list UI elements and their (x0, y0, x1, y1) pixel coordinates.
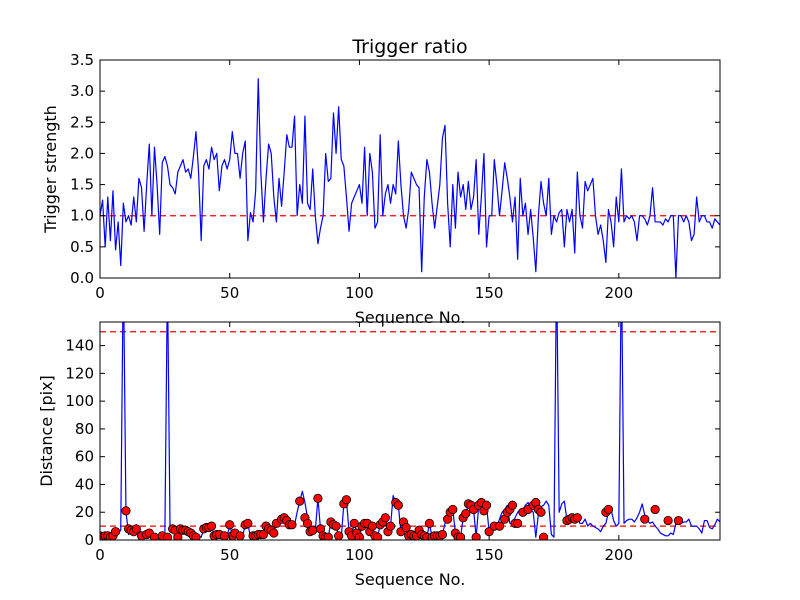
data-point (538, 532, 549, 540)
y-tick-label: 0 (84, 531, 94, 549)
data-point (367, 521, 377, 531)
data-point (349, 518, 359, 528)
y-axis-label: Trigger strength (41, 105, 60, 234)
data-point (235, 531, 245, 540)
data-point (308, 525, 318, 535)
y-tick-label: 20 (75, 503, 94, 521)
x-tick-label: 0 (95, 546, 105, 564)
data-point (663, 515, 673, 526)
data-point (401, 522, 411, 533)
y-tick-label: 3.5 (70, 51, 94, 69)
axes-frame-top (99, 59, 721, 279)
y-tick-label: 60 (75, 448, 94, 466)
data-point (437, 529, 448, 540)
data-point (258, 529, 269, 540)
data-point (513, 518, 523, 528)
data-point (650, 504, 660, 515)
x-tick-label: 50 (220, 546, 239, 564)
plot-area-top (100, 78, 720, 278)
x-tick-label: 150 (475, 284, 504, 302)
data-point (302, 518, 313, 528)
data-point (121, 506, 131, 516)
data-point (448, 504, 458, 515)
y-tick-label: 40 (75, 475, 94, 493)
data-point (295, 496, 305, 506)
x-axis-label: Sequence No. (355, 570, 466, 589)
data-point (572, 513, 582, 523)
y-axis-label: Distance [pix] (37, 375, 56, 487)
x-tick-label: 200 (605, 284, 634, 302)
series-line (100, 78, 720, 278)
data-point (385, 521, 396, 531)
data-point (323, 532, 333, 540)
data-point (471, 532, 481, 540)
ticks-bottom: 0 50 100 150 200 0 20 40 60 80 100 120 140 (65, 322, 720, 564)
y-tick-label: 1.5 (70, 176, 94, 194)
data-point (507, 500, 518, 510)
data-point (380, 513, 390, 523)
chart-trigger-ratio: Trigger ratio 0 50 100 150 200 0.0 0.5 1.0 1.5 2.… (41, 36, 721, 327)
data-point (191, 532, 201, 540)
y-tick-label: 3.0 (70, 82, 94, 100)
data-point (173, 532, 183, 540)
data-point (494, 521, 505, 531)
data-point (313, 493, 323, 503)
ticks-top: 0 50 100 150 200 0.0 0.5 1.0 1.5 2.0 2.5 3.0 3.5 (70, 51, 720, 302)
y-tick-label: 0.5 (70, 238, 94, 256)
data-point (225, 520, 235, 530)
x-tick-label: 100 (345, 546, 374, 564)
x-tick-label: 200 (605, 546, 634, 564)
x-axis-label: Sequence No. (355, 308, 466, 327)
data-point (269, 528, 279, 538)
data-point (393, 500, 403, 510)
data-point (287, 520, 297, 530)
data-point (110, 527, 121, 537)
data-point (341, 495, 352, 505)
y-tick-label: 120 (65, 364, 94, 382)
chart-title: Trigger ratio (351, 36, 467, 58)
chart-distance: 0 50 100 150 200 0 20 40 60 80 100 120 140 Sequence … (37, 321, 721, 589)
data-point (536, 507, 546, 517)
data-point (131, 524, 141, 534)
data-point (481, 500, 492, 510)
plot-area-bottom (100, 322, 720, 540)
data-point (372, 532, 383, 540)
data-point (455, 532, 466, 540)
data-point (461, 509, 471, 519)
data-point (243, 518, 253, 528)
data-point (331, 521, 341, 531)
x-tick-label: 50 (220, 284, 239, 302)
x-tick-label: 0 (95, 284, 105, 302)
data-point (162, 532, 173, 540)
axes-frame-bottom (99, 321, 721, 541)
data-point (206, 521, 217, 531)
y-tick-label: 2.0 (70, 144, 94, 162)
data-point (424, 518, 435, 528)
x-tick-label: 100 (345, 284, 374, 302)
y-tick-label: 80 (75, 420, 94, 438)
y-tick-label: 1.0 (70, 207, 94, 225)
x-tick-label: 150 (475, 546, 504, 564)
y-tick-label: 100 (65, 392, 94, 410)
data-point (640, 514, 650, 524)
y-tick-label: 0.0 (70, 269, 94, 287)
data-point (603, 504, 614, 515)
data-point (673, 515, 684, 526)
y-tick-label: 2.5 (70, 113, 94, 131)
y-tick-label: 140 (65, 337, 94, 355)
data-point (219, 531, 230, 540)
data-point (334, 531, 344, 540)
